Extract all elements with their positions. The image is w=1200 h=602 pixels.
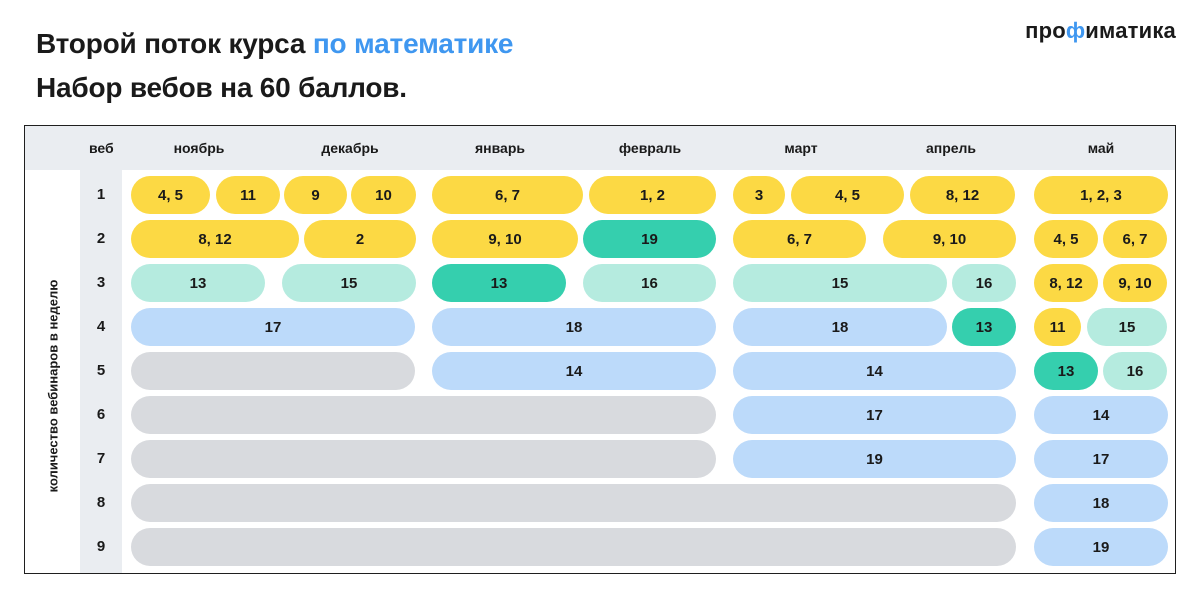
webinar-block: 14 bbox=[1034, 396, 1168, 434]
webinar-block: 18 bbox=[733, 308, 947, 346]
row-number-5: 5 bbox=[96, 362, 106, 379]
row-number-7: 7 bbox=[96, 450, 106, 467]
row-number-column bbox=[80, 126, 122, 573]
webinar-block: 13 bbox=[952, 308, 1016, 346]
webinar-block: 1, 2, 3 bbox=[1034, 176, 1168, 214]
webinar-block: 8, 12 bbox=[910, 176, 1015, 214]
webinar-block: 16 bbox=[583, 264, 716, 302]
row-number-8: 8 bbox=[96, 494, 106, 511]
webinar-block: 19 bbox=[733, 440, 1016, 478]
webinar-block: 9, 10 bbox=[883, 220, 1016, 258]
empty-slot bbox=[131, 352, 415, 390]
webinar-block: 14 bbox=[733, 352, 1016, 390]
webinar-block: 10 bbox=[351, 176, 416, 214]
month-header-november: ноябрь bbox=[173, 140, 225, 156]
row-number-1: 1 bbox=[96, 186, 106, 203]
month-header-february: февраль bbox=[618, 140, 682, 156]
webinar-block: 4, 5 bbox=[1034, 220, 1098, 258]
webinar-block: 19 bbox=[583, 220, 716, 258]
month-header-march: март bbox=[784, 140, 818, 156]
webinar-block: 14 bbox=[432, 352, 716, 390]
empty-slot bbox=[131, 528, 1016, 566]
webinar-block: 4, 5 bbox=[131, 176, 210, 214]
webinar-block: 6, 7 bbox=[432, 176, 583, 214]
title-main: Второй поток курса bbox=[36, 28, 313, 59]
webinar-block: 11 bbox=[216, 176, 280, 214]
webinar-block: 13 bbox=[1034, 352, 1098, 390]
webinar-block: 3 bbox=[733, 176, 785, 214]
webinar-block: 17 bbox=[131, 308, 415, 346]
webinar-block: 6, 7 bbox=[733, 220, 866, 258]
empty-slot bbox=[131, 396, 716, 434]
month-header-december: декабрь bbox=[321, 140, 379, 156]
logo-part-1: про bbox=[1025, 18, 1066, 43]
month-header-january: январь bbox=[475, 140, 525, 156]
webinar-block: 8, 12 bbox=[1034, 264, 1098, 302]
row-number-4: 4 bbox=[96, 318, 106, 335]
web-column-header: веб bbox=[89, 140, 114, 156]
webinar-block: 17 bbox=[1034, 440, 1168, 478]
table-header bbox=[25, 126, 1175, 170]
webinar-block: 1, 2 bbox=[589, 176, 716, 214]
webinar-block: 4, 5 bbox=[791, 176, 904, 214]
axis-label-webinars-per-week: количество вебинаров в неделю bbox=[45, 279, 61, 493]
row-number-2: 2 bbox=[96, 230, 106, 247]
webinar-block: 2 bbox=[304, 220, 416, 258]
row-number-3: 3 bbox=[96, 274, 106, 291]
webinar-block: 9 bbox=[284, 176, 347, 214]
logo-phi: ф bbox=[1065, 18, 1086, 43]
webinar-block: 19 bbox=[1034, 528, 1168, 566]
webinar-block: 9, 10 bbox=[432, 220, 578, 258]
webinar-block: 11 bbox=[1034, 308, 1081, 346]
webinar-block: 18 bbox=[432, 308, 716, 346]
row-number-9: 9 bbox=[96, 538, 106, 555]
axis-column bbox=[25, 170, 80, 573]
page-title: Второй поток курса по математике bbox=[36, 28, 514, 60]
schedule-table: веб ноябрь декабрь январь февраль март а… bbox=[24, 125, 1176, 574]
brand-logo: профиматика bbox=[1025, 18, 1176, 44]
webinar-block: 15 bbox=[282, 264, 416, 302]
webinar-block: 8, 12 bbox=[131, 220, 299, 258]
webinar-block: 9, 10 bbox=[1103, 264, 1167, 302]
month-header-april: апрель bbox=[925, 140, 977, 156]
webinar-block: 6, 7 bbox=[1103, 220, 1167, 258]
title-accent: по математике bbox=[312, 28, 514, 59]
webinar-block: 17 bbox=[733, 396, 1016, 434]
webinar-block: 13 bbox=[131, 264, 265, 302]
webinar-block: 16 bbox=[952, 264, 1016, 302]
empty-slot bbox=[131, 484, 1016, 522]
empty-slot bbox=[131, 440, 716, 478]
webinar-block: 18 bbox=[1034, 484, 1168, 522]
webinar-block: 15 bbox=[1087, 308, 1167, 346]
webinar-block: 15 bbox=[733, 264, 947, 302]
webinar-block: 13 bbox=[432, 264, 566, 302]
page-subtitle: Набор вебов на 60 баллов. bbox=[36, 72, 407, 103]
logo-part-2: иматика bbox=[1085, 18, 1176, 43]
row-number-6: 6 bbox=[96, 406, 106, 423]
webinar-block: 16 bbox=[1103, 352, 1167, 390]
month-header-may: май bbox=[1087, 140, 1115, 156]
